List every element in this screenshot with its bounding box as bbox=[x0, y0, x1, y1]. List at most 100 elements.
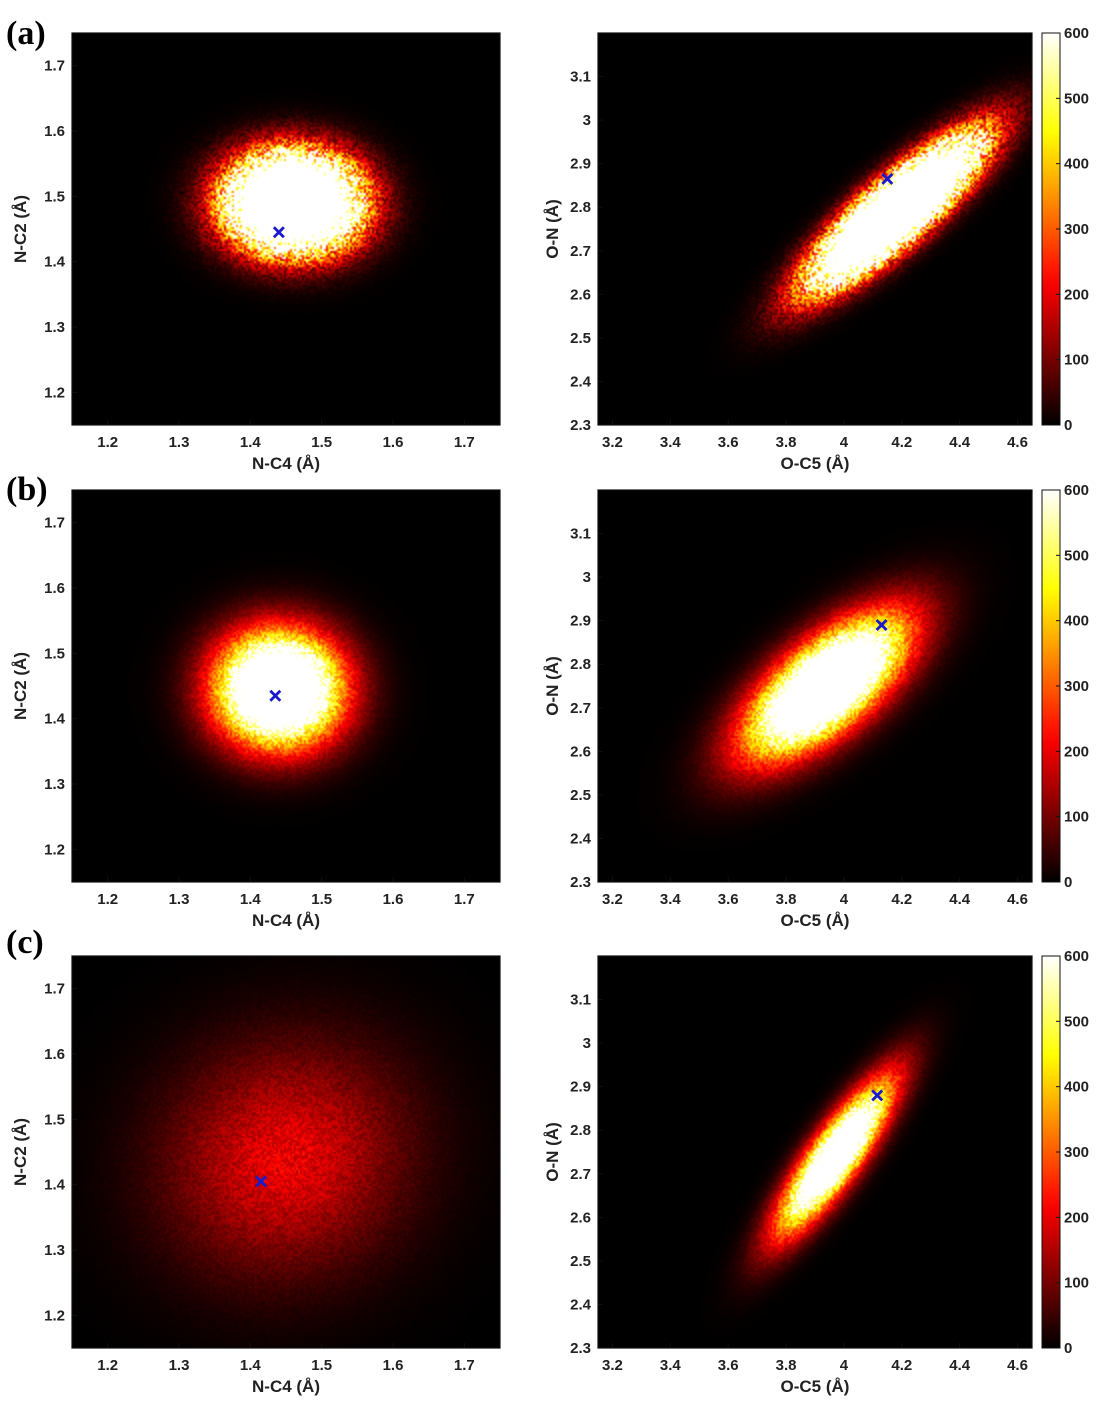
x-tick-label: 4.6 bbox=[1007, 891, 1028, 908]
colorbar-tick-label: 100 bbox=[1064, 809, 1089, 826]
heatmap-image bbox=[598, 33, 1032, 425]
colorbar-tick-label: 400 bbox=[1064, 156, 1089, 173]
heatmap-image bbox=[72, 490, 500, 882]
y-tick-label: 2.6 bbox=[570, 286, 591, 303]
colorbar-tick-label: 400 bbox=[1064, 1079, 1089, 1096]
y-tick-label: 2.6 bbox=[570, 1209, 591, 1226]
y-tick-label: 1.5 bbox=[44, 645, 65, 662]
colorbar-tick-label: 0 bbox=[1064, 417, 1072, 434]
y-tick-label: 1.2 bbox=[44, 384, 65, 401]
y-tick-label: 1.4 bbox=[44, 1177, 66, 1194]
x-tick-label: 1.6 bbox=[383, 434, 404, 451]
y-tick-label: 1.5 bbox=[44, 1111, 65, 1128]
y-axis-label: N-C2 (Å) bbox=[11, 1118, 30, 1186]
y-tick-label: 2.8 bbox=[570, 1122, 591, 1139]
y-tick-label: 3.1 bbox=[570, 992, 591, 1009]
y-tick-label: 2.7 bbox=[570, 700, 591, 717]
y-tick-label: 2.8 bbox=[570, 199, 591, 216]
colorbar-tick-label: 300 bbox=[1064, 1144, 1089, 1161]
x-tick-label: 3.8 bbox=[776, 1357, 797, 1374]
colorbar-tick-label: 100 bbox=[1064, 352, 1089, 369]
x-tick-label: 1.7 bbox=[454, 891, 475, 908]
axes-frame bbox=[71, 955, 501, 1349]
x-tick-label: 3.6 bbox=[718, 891, 739, 908]
x-tick-label: 1.2 bbox=[97, 1357, 118, 1374]
x-tick-label: 1.7 bbox=[454, 1357, 475, 1374]
reference-marker bbox=[871, 1089, 884, 1102]
axes-frame bbox=[71, 489, 501, 883]
x-tick-label: 4 bbox=[840, 434, 849, 451]
y-tick-label: 2.4 bbox=[570, 830, 592, 847]
y-axis-label: O-N (Å) bbox=[543, 199, 562, 258]
y-tick-label: 1.7 bbox=[44, 981, 65, 998]
x-tick-label: 1.2 bbox=[97, 891, 118, 908]
colorbar-tick-label: 600 bbox=[1064, 948, 1089, 965]
x-tick-label: 3.4 bbox=[660, 434, 682, 451]
y-tick-label: 2.9 bbox=[570, 1079, 591, 1096]
y-tick-label: 1.3 bbox=[44, 319, 65, 336]
colorbar-tick-label: 300 bbox=[1064, 221, 1089, 238]
panel-label: (b) bbox=[6, 471, 48, 508]
y-tick-label: 2.4 bbox=[570, 373, 592, 390]
y-tick-label: 2.7 bbox=[570, 243, 591, 260]
y-tick-label: 2.5 bbox=[570, 330, 591, 347]
x-tick-label: 3.2 bbox=[602, 434, 623, 451]
x-tick-label: 1.3 bbox=[169, 891, 190, 908]
reference-marker bbox=[269, 689, 282, 702]
colorbar: 0 100 200 300 400 500 600 bbox=[1041, 482, 1089, 891]
y-tick-label: 2.3 bbox=[570, 874, 591, 891]
y-tick-label: 1.3 bbox=[44, 1242, 65, 1259]
y-tick-label: 1.5 bbox=[44, 188, 65, 205]
y-tick-label: 3 bbox=[583, 1035, 591, 1052]
x-tick-label: 1.5 bbox=[311, 1357, 332, 1374]
y-tick-label: 1.6 bbox=[44, 580, 65, 597]
x-tick-label: 3.4 bbox=[660, 891, 682, 908]
x-tick-label: 4.4 bbox=[949, 891, 971, 908]
x-tick-label: 3.2 bbox=[602, 1357, 623, 1374]
heatmap-panel: 1.2 1.3 1.4 1.5 1.6 1.7 1.2 1.3 1.4 1.5 1.6 1.7 N-C4… bbox=[11, 955, 501, 1396]
axes-frame bbox=[597, 32, 1033, 426]
colorbar-tick-label: 200 bbox=[1064, 1209, 1089, 1226]
x-tick-label: 1.6 bbox=[383, 891, 404, 908]
y-tick-label: 3 bbox=[583, 112, 591, 129]
y-tick-label: 3.1 bbox=[570, 69, 591, 86]
colorbar: 0 100 200 300 400 500 600 bbox=[1041, 948, 1089, 1357]
y-tick-label: 1.2 bbox=[44, 1307, 65, 1324]
x-tick-label: 1.6 bbox=[383, 1357, 404, 1374]
colorbar: 0 100 200 300 400 500 600 bbox=[1041, 25, 1089, 434]
colorbar-tick-label: 600 bbox=[1064, 482, 1089, 499]
x-tick-label: 4.2 bbox=[891, 434, 912, 451]
x-tick-label: 3.6 bbox=[718, 1357, 739, 1374]
x-tick-label: 1.3 bbox=[169, 434, 190, 451]
x-tick-label: 3.8 bbox=[776, 434, 797, 451]
reference-marker bbox=[875, 619, 888, 632]
y-axis-label: N-C2 (Å) bbox=[11, 652, 30, 720]
axes-frame bbox=[597, 489, 1033, 883]
y-tick-label: 1.2 bbox=[44, 841, 65, 858]
colorbar-tick-label: 500 bbox=[1064, 90, 1089, 107]
y-tick-label: 2.3 bbox=[570, 1340, 591, 1357]
x-tick-label: 4.6 bbox=[1007, 434, 1028, 451]
y-tick-label: 2.5 bbox=[570, 787, 591, 804]
y-tick-label: 1.4 bbox=[44, 254, 66, 271]
x-axis-label: O-C5 (Å) bbox=[781, 1377, 850, 1396]
heatmap-panel: 3.2 3.4 3.6 3.8 4 4.2 4.4 4.6 2.3 2.4 2.5 2.6 2.7 2.8… bbox=[543, 955, 1033, 1396]
colorbar-tick-label: 400 bbox=[1064, 613, 1089, 630]
x-tick-label: 4 bbox=[840, 1357, 849, 1374]
y-tick-label: 1.7 bbox=[44, 515, 65, 532]
y-tick-label: 1.6 bbox=[44, 1046, 65, 1063]
x-tick-label: 4.4 bbox=[949, 434, 971, 451]
x-tick-label: 1.5 bbox=[311, 434, 332, 451]
reference-marker bbox=[272, 226, 285, 239]
colorbar-tick-label: 500 bbox=[1064, 547, 1089, 564]
y-tick-label: 1.6 bbox=[44, 123, 65, 140]
x-tick-label: 4.6 bbox=[1007, 1357, 1028, 1374]
colorbar-tick-label: 100 bbox=[1064, 1275, 1089, 1292]
x-tick-label: 1.4 bbox=[240, 1357, 262, 1374]
x-tick-label: 4 bbox=[840, 891, 849, 908]
x-tick-label: 3.8 bbox=[776, 891, 797, 908]
y-tick-label: 3 bbox=[583, 569, 591, 586]
y-tick-label: 2.3 bbox=[570, 417, 591, 434]
colorbar-tick-label: 0 bbox=[1064, 1340, 1072, 1357]
